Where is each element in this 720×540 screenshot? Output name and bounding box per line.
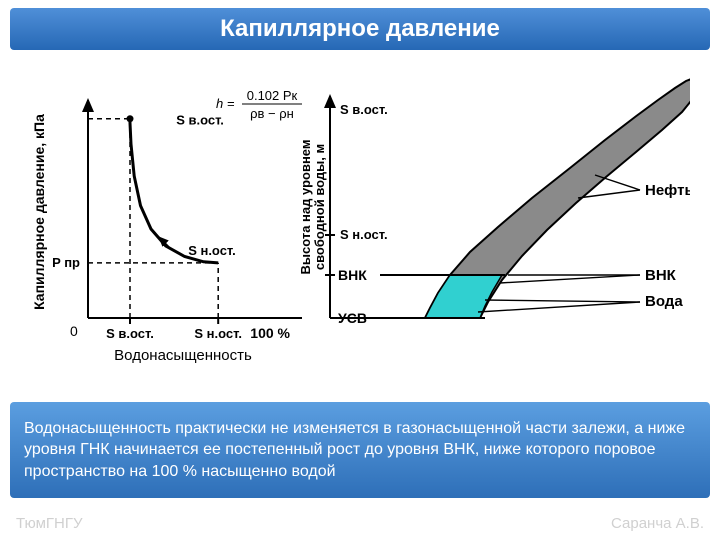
svg-text:S в.ост.: S в.ост. [106, 326, 154, 341]
svg-text:P пр: P пр [52, 255, 80, 270]
svg-text:Высота над уровнем: Высота над уровнем [298, 140, 313, 275]
description-box: Водонасыщенность практически не изменяет… [10, 402, 710, 498]
footer-left: ТюмГНГУ [16, 515, 83, 532]
svg-text:Водонасыщенность: Водонасыщенность [114, 347, 252, 364]
figure: Капиллярное давление, кПа 0 S в.ост. S н.ос… [30, 60, 690, 380]
svg-text:S в.ост.: S в.ост. [176, 113, 224, 128]
svg-text:0: 0 [70, 323, 78, 339]
svg-text:S н.ост.: S н.ост. [340, 227, 388, 242]
svg-text:0.102 Pк: 0.102 Pк [247, 88, 298, 103]
svg-text:Нефть: Нефть [645, 182, 690, 199]
svg-text:ВНК: ВНК [338, 267, 367, 283]
svg-text:S н.ост.: S н.ост. [188, 243, 236, 258]
svg-text:S в.ост.: S в.ост. [340, 102, 388, 117]
svg-text:Капиллярное давление, кПа: Капиллярное давление, кПа [31, 114, 47, 310]
slide-title: Капиллярное давление [10, 8, 710, 50]
svg-text:ВНК: ВНК [645, 267, 677, 284]
svg-text:свободной воды, м: свободной воды, м [312, 144, 327, 270]
svg-text:ρв − ρн: ρв − ρн [250, 106, 294, 121]
svg-text:S н.ост.: S н.ост. [194, 326, 242, 341]
footer-right: Саранча А.В. [611, 515, 704, 532]
svg-text:h =: h = [216, 96, 235, 111]
svg-text:Вода: Вода [645, 293, 683, 310]
description-text: Водонасыщенность практически не изменяет… [24, 418, 696, 483]
svg-text:100 %: 100 % [250, 325, 290, 341]
